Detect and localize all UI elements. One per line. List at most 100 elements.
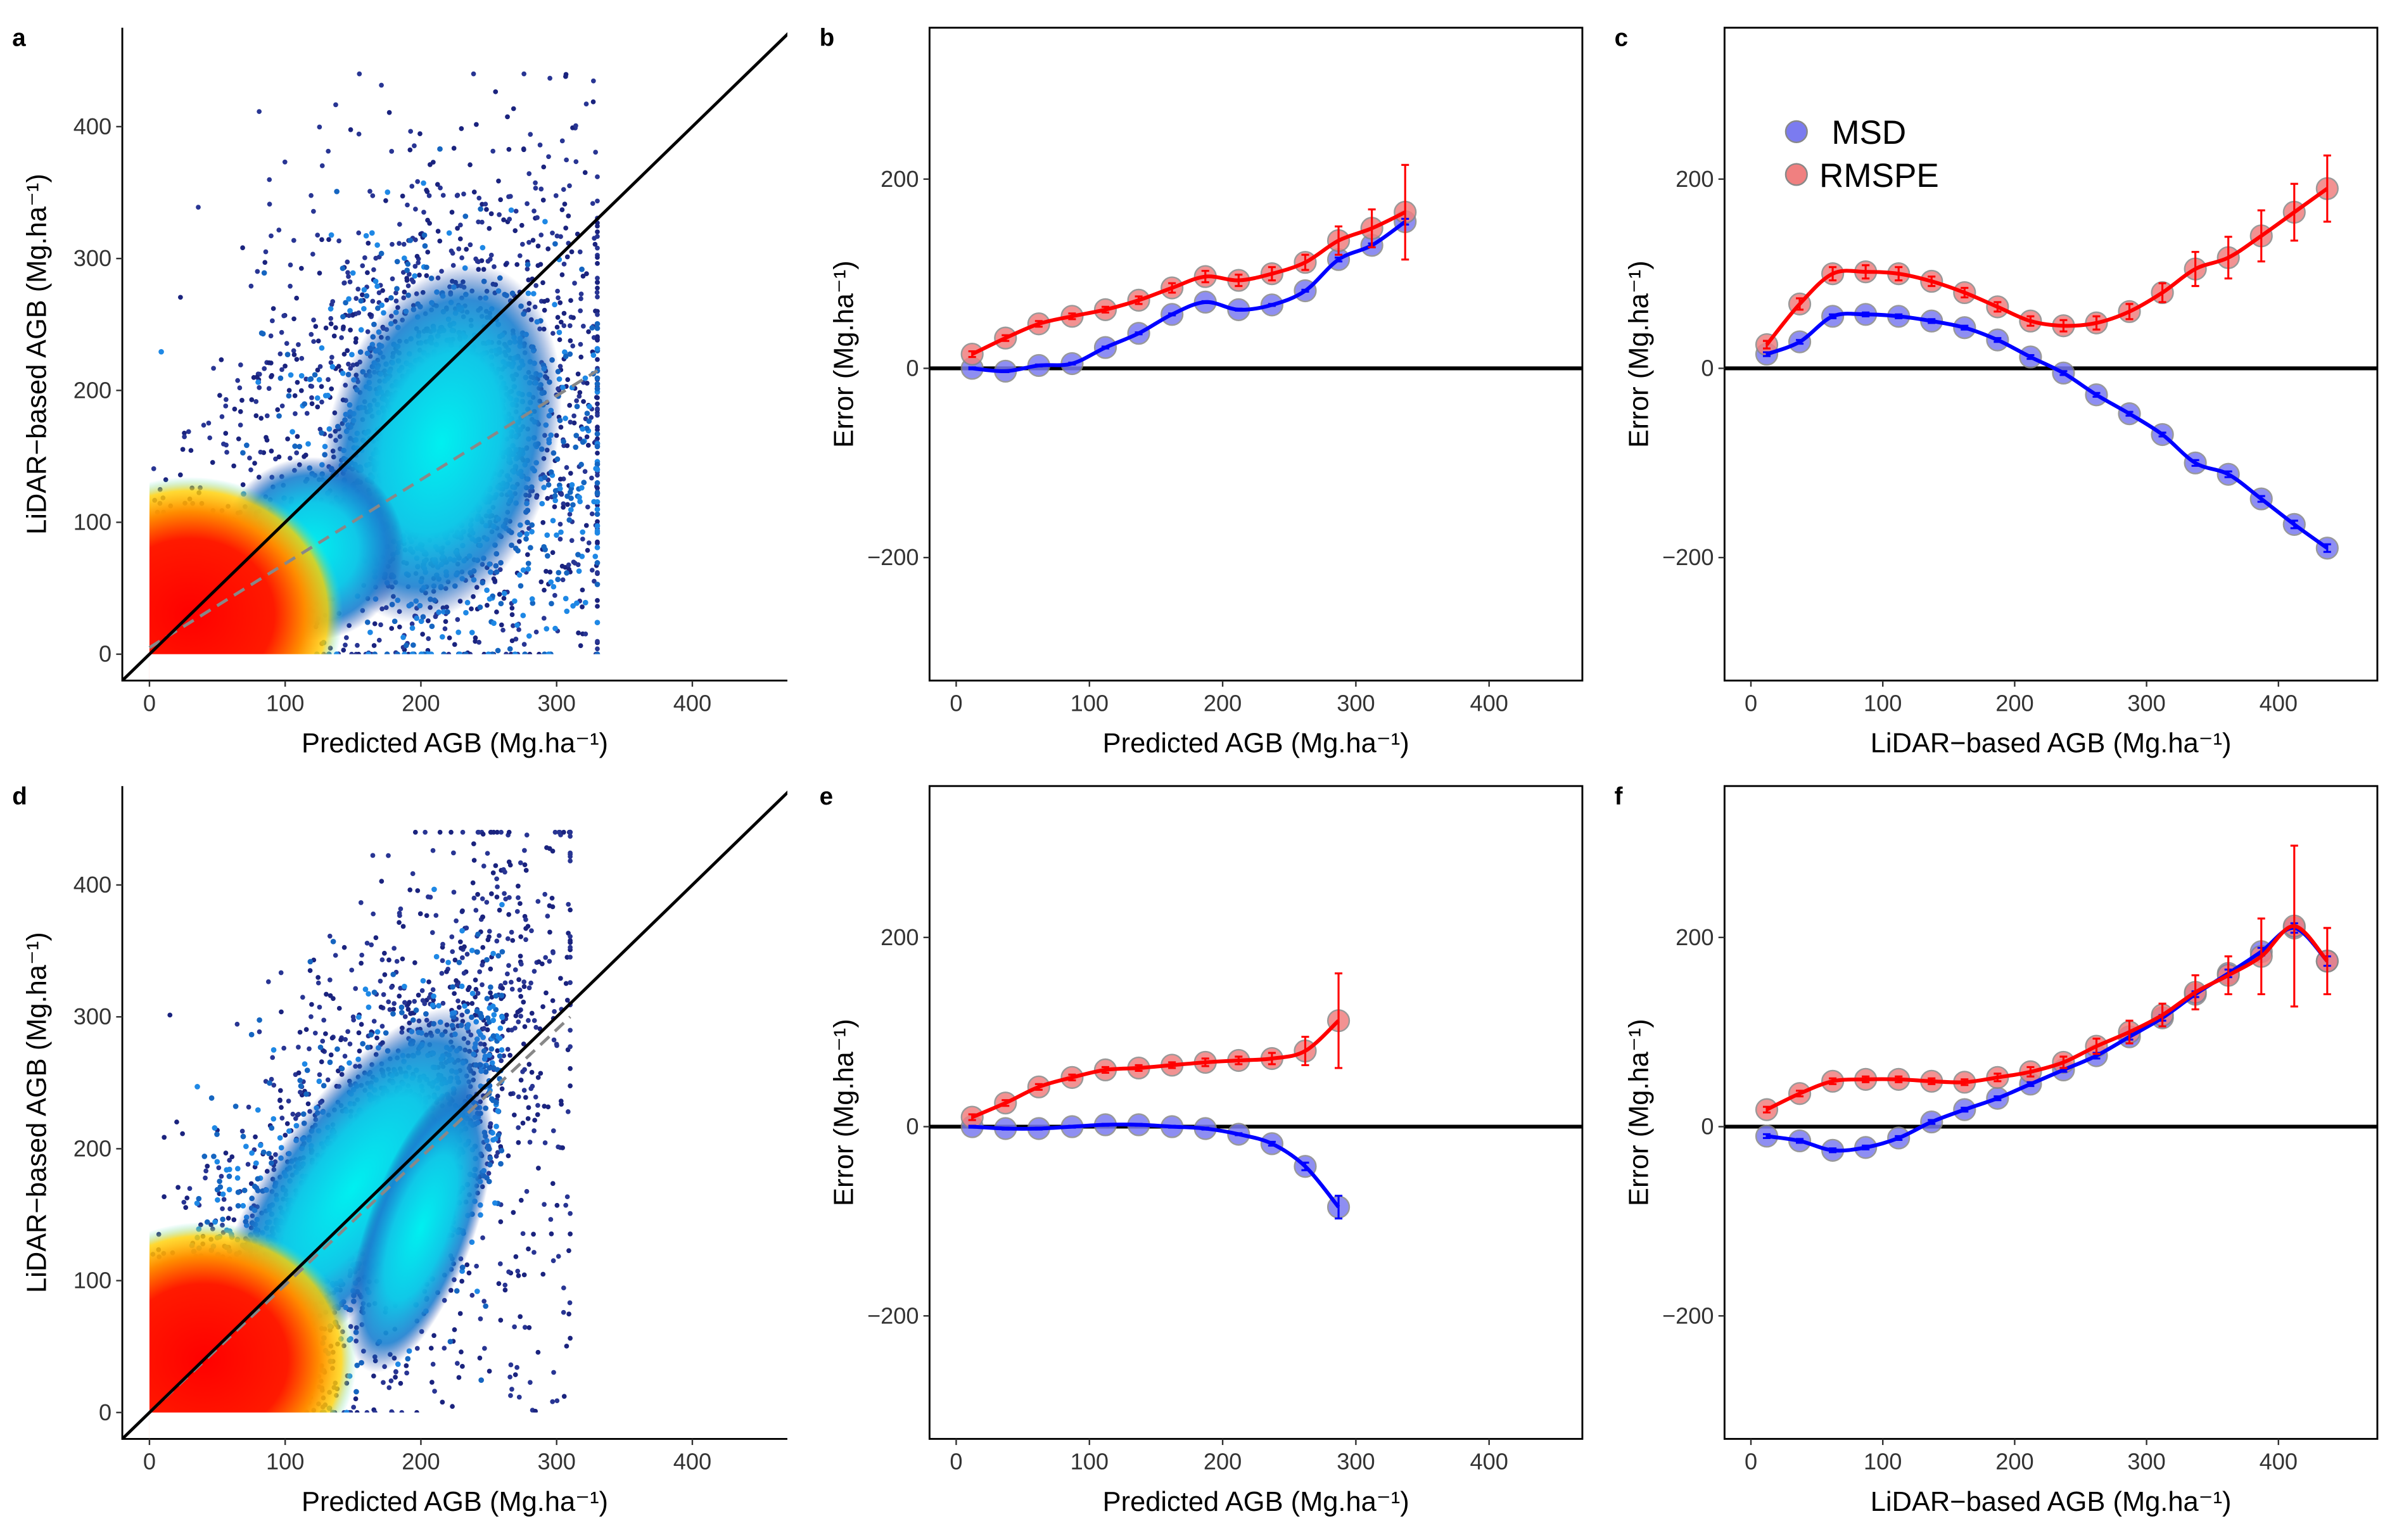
scatter-point <box>404 267 410 274</box>
scatter-point <box>356 131 362 137</box>
scatter-point <box>501 590 507 597</box>
scatter-point <box>525 266 530 272</box>
scatter-point <box>595 229 600 234</box>
scatter-point <box>581 480 587 485</box>
scatter-point <box>541 164 547 170</box>
scatter-point <box>552 829 558 835</box>
scatter-point <box>298 372 305 379</box>
scatter-point <box>538 579 544 585</box>
scatter-point <box>284 341 289 346</box>
axis-frame <box>928 27 1584 682</box>
scatter-point <box>361 287 367 293</box>
scatter-point <box>505 971 510 977</box>
scatter-point <box>328 321 334 327</box>
scatter-point <box>323 325 329 331</box>
scatter-point <box>417 911 423 917</box>
scatter-point <box>253 1160 259 1166</box>
scatter-point <box>419 988 425 993</box>
scatter-point <box>594 381 601 387</box>
msd-smooth-line <box>1765 312 2329 550</box>
scatter-point <box>341 281 347 286</box>
scatter-point <box>551 1370 556 1375</box>
scatter-point <box>487 226 492 231</box>
scatter-point <box>545 246 551 251</box>
scatter-point <box>473 986 479 992</box>
scatter-point <box>556 829 562 835</box>
scatter-point <box>530 291 537 296</box>
scatter-point <box>295 434 300 439</box>
density-red <box>122 477 343 681</box>
scatter-point <box>469 1001 475 1006</box>
scatter-point <box>327 977 333 983</box>
scatter-point <box>446 230 452 236</box>
scatter-point <box>331 996 336 1002</box>
scatter-point <box>325 1077 331 1083</box>
scatter-point <box>584 434 590 440</box>
scatter-point <box>315 232 321 238</box>
scatter-point <box>183 1205 189 1211</box>
scatter-point <box>526 985 532 991</box>
scatter-point <box>529 1010 535 1016</box>
scatter-point <box>511 106 516 111</box>
x-tick-label: 0 <box>1745 690 1757 716</box>
scatter-point <box>459 126 464 131</box>
y-axis-label: Error (Mg.ha⁻¹) <box>829 260 860 448</box>
scatter-point <box>507 862 513 868</box>
scatter-point <box>567 323 573 328</box>
scatter-point <box>594 560 601 566</box>
scatter-point <box>258 330 265 336</box>
scatter-point <box>594 461 601 468</box>
scatter-point <box>485 851 490 856</box>
scatter-point <box>506 829 512 835</box>
scatter-point <box>550 1181 556 1187</box>
rmspe-smooth-line <box>1765 187 2329 347</box>
scatter-point <box>336 1005 342 1011</box>
scatter-point <box>253 413 259 419</box>
scatter-point <box>523 868 529 873</box>
scatter-point <box>594 386 601 391</box>
scatter-point <box>513 1254 519 1259</box>
scatter-point <box>495 1093 500 1099</box>
scatter-point <box>582 469 588 474</box>
scatter-point <box>515 1268 521 1274</box>
scatter-point <box>567 351 573 357</box>
scatter-point <box>542 219 548 225</box>
scatter-point <box>528 980 533 986</box>
scatter-point <box>552 625 558 632</box>
scatter-point <box>456 246 462 251</box>
scatter-point <box>518 1197 524 1203</box>
scatter-point <box>560 1145 565 1150</box>
scatter-point <box>595 312 600 317</box>
scatter-point <box>571 559 576 565</box>
scatter-point <box>474 122 479 127</box>
scatter-point <box>517 987 523 993</box>
scatter-point <box>449 934 455 939</box>
scatter-point <box>255 379 261 385</box>
scatter-point <box>325 392 331 398</box>
scatter-point <box>211 366 216 371</box>
scatter-point <box>516 1394 522 1400</box>
scatter-point <box>310 251 315 257</box>
scatter-point <box>303 1027 309 1033</box>
scatter-point <box>343 635 349 640</box>
panel-label: c <box>1615 25 1628 52</box>
scatter-point <box>366 240 371 246</box>
scatter-point <box>480 219 485 225</box>
scatter-point <box>507 1052 513 1058</box>
scatter-point <box>488 966 493 972</box>
scatter-point <box>369 942 374 948</box>
scatter-point <box>592 241 598 247</box>
scatter-point <box>527 1140 533 1145</box>
scatter-point <box>506 912 512 917</box>
scatter-point <box>452 991 457 996</box>
scatter-point <box>538 186 544 192</box>
scatter-point <box>466 1270 472 1276</box>
scatter-point <box>473 908 479 913</box>
scatter-point <box>413 207 418 212</box>
scatter-point <box>531 969 537 974</box>
scatter-point <box>412 143 417 148</box>
scatter-point <box>594 506 601 512</box>
scatter-point <box>386 999 391 1005</box>
y-tick-label: 200 <box>73 377 111 403</box>
scatter-point <box>578 643 583 649</box>
